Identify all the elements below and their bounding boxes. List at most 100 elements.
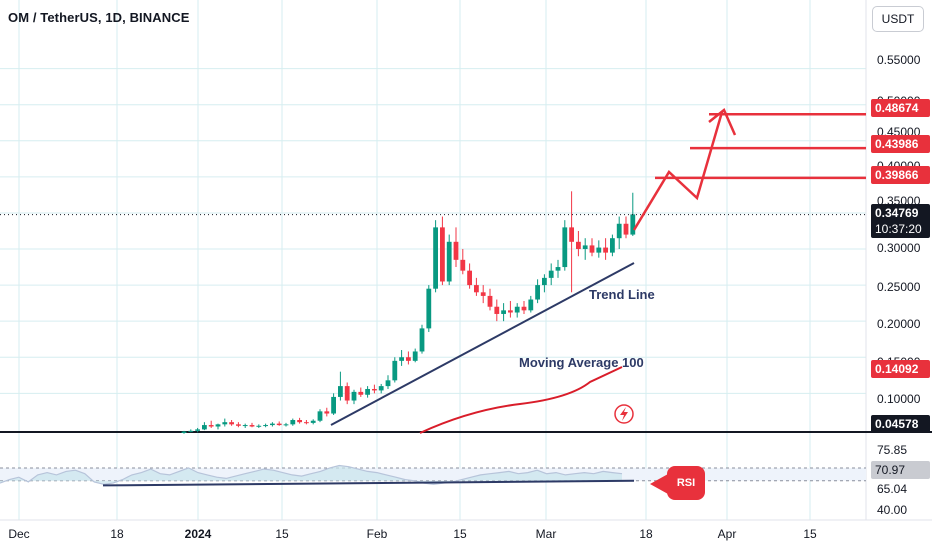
alert-icon	[614, 404, 634, 424]
price-axis-label: 0.10000	[877, 392, 921, 406]
candle-body	[480, 292, 486, 296]
candle-body	[562, 227, 568, 268]
price-axis-label: 0.55000	[877, 53, 921, 67]
target-price-tag-1: 0.48674	[871, 99, 930, 117]
candle-body	[576, 241, 581, 250]
symbol-title: OM / TetherUS, 1D, BINANCE	[8, 10, 190, 25]
candle-body	[297, 420, 302, 423]
candle-body	[181, 431, 187, 433]
ma-value-tag: 0.14092	[871, 360, 930, 378]
candle-body	[596, 247, 602, 253]
time-axis-label: 18	[110, 527, 124, 541]
candle-body	[487, 295, 493, 307]
rsi-trend-line	[102, 479, 635, 487]
rsi-current-tag: 70.97	[871, 461, 930, 479]
trend-line	[330, 262, 635, 426]
candle-body	[460, 259, 466, 271]
candle-body	[351, 391, 357, 401]
current-price: 0.34769	[875, 206, 919, 220]
candle-body	[338, 386, 343, 397]
rsi-callout-pointer	[650, 474, 668, 494]
candle-body	[385, 380, 391, 387]
rsi-axis-upper: 75.85	[877, 443, 908, 457]
candle-body	[283, 424, 289, 426]
candle-body	[276, 423, 282, 426]
price-pane-background	[0, 0, 866, 432]
candle-body	[623, 223, 629, 235]
target-price-tag-2: 0.43986	[871, 135, 930, 153]
currency-button[interactable]: USDT	[872, 6, 924, 32]
current-price-tag: 0.34769 10:37:20	[871, 204, 930, 238]
candle-body	[603, 247, 608, 253]
moving-average-label: Moving Average 100	[519, 355, 644, 370]
candle-body	[399, 357, 404, 361]
candle-body	[582, 245, 588, 250]
projection-path	[632, 111, 724, 231]
trend-line-label: Trend Line	[589, 287, 655, 302]
rsi-fill	[0, 465, 622, 485]
candle-body	[412, 351, 418, 361]
candle-body	[569, 227, 574, 242]
candle-body	[365, 388, 370, 395]
candle-body	[378, 386, 384, 391]
time-axis-label: 15	[453, 527, 467, 541]
lightning-icon	[620, 407, 628, 421]
candle-body	[317, 411, 323, 421]
time-axis-label: Dec	[8, 527, 30, 541]
candle-body	[202, 425, 207, 430]
candle-body	[508, 310, 513, 313]
candle-body	[494, 306, 500, 314]
rsi-axis-bottom: 40.00	[877, 503, 908, 517]
candle-body	[270, 423, 275, 426]
candle-body	[514, 306, 520, 313]
candle-body	[542, 277, 547, 286]
candle-body	[236, 424, 241, 426]
candle-body	[249, 425, 255, 427]
candle-body	[229, 422, 234, 425]
time-axis-label: Feb	[366, 527, 388, 541]
candle-body	[589, 245, 595, 253]
price-axis-label: 0.30000	[877, 241, 921, 255]
rsi-line	[0, 464, 623, 485]
candle-body	[535, 285, 540, 300]
time-axis-label: Apr	[717, 527, 737, 541]
price-axis-label: 0.20000	[877, 317, 921, 331]
candle-body	[440, 227, 445, 282]
candle-body	[630, 214, 636, 235]
candle-body	[242, 425, 248, 427]
moving-average-line	[419, 366, 623, 434]
candle-body	[222, 422, 228, 425]
candle-body	[290, 420, 296, 425]
candle-body	[528, 299, 534, 311]
candle-body	[304, 422, 309, 424]
candle-body	[208, 425, 214, 427]
candle-body	[555, 267, 561, 271]
rsi-callout: RSI	[667, 466, 705, 500]
candle-body	[406, 357, 411, 361]
time-axis-label: 15	[803, 527, 817, 541]
candle-body	[453, 241, 459, 260]
target-price-tag-3: 0.39866	[871, 166, 930, 184]
candle-body	[263, 425, 268, 427]
time-axis-label: 18	[639, 527, 653, 541]
candle-body	[215, 424, 221, 427]
time-axis-label: 15	[275, 527, 289, 541]
candle-body	[358, 391, 364, 395]
candle-body	[324, 411, 330, 414]
candle-body	[331, 396, 336, 414]
candle-body	[610, 238, 615, 253]
candle-body	[419, 328, 425, 352]
candle-body	[344, 386, 350, 401]
bottom-value-tag: 0.04578	[871, 415, 930, 433]
projection-arrowhead	[708, 108, 737, 136]
candle-body	[310, 420, 316, 423]
price-axis-label: 0.25000	[877, 280, 921, 294]
time-axis-label: Mar	[535, 527, 557, 541]
candle-countdown: 10:37:20	[875, 222, 922, 236]
candle-body	[446, 241, 452, 282]
rsi-axis-lower: 65.04	[877, 482, 908, 496]
candle-body	[392, 360, 398, 381]
candle-body	[548, 270, 554, 278]
candle-body	[467, 270, 472, 286]
